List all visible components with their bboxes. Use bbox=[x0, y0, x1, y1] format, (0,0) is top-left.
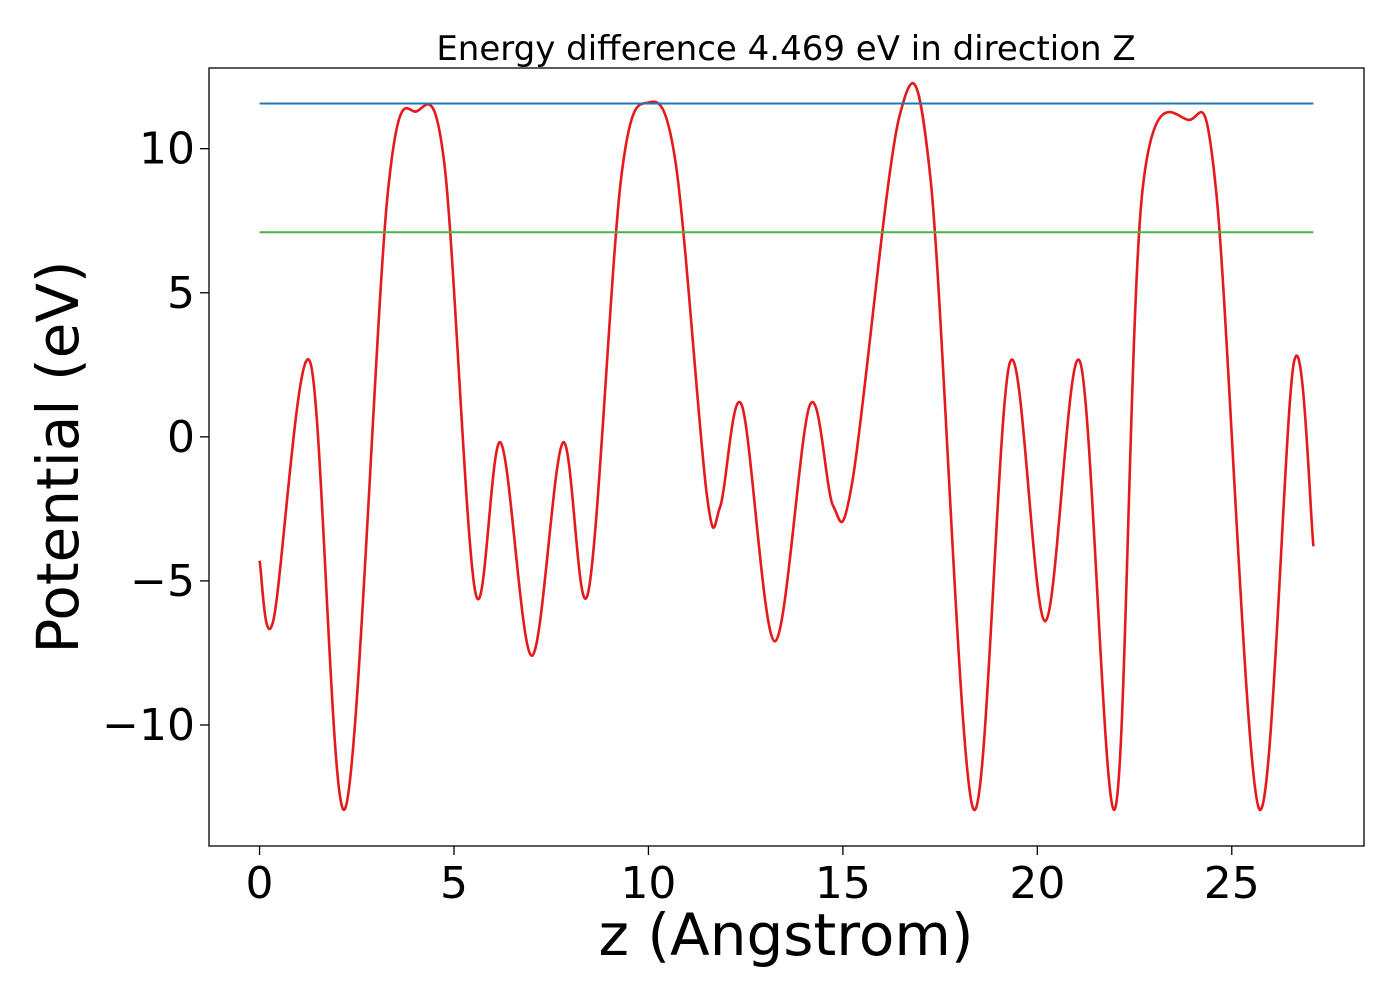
y-tick-label: −5 bbox=[130, 556, 195, 607]
x-tick-label: 0 bbox=[246, 858, 274, 909]
x-tick-label: 10 bbox=[620, 858, 676, 909]
y-axis: −10 −5 0 5 10 bbox=[102, 124, 209, 751]
y-tick-label: 0 bbox=[167, 412, 195, 463]
axes-frame bbox=[208, 67, 1365, 847]
x-tick-label: 25 bbox=[1204, 858, 1260, 909]
x-axis-label: z (Angstrom) bbox=[599, 901, 974, 969]
x-tick-label: 20 bbox=[1009, 858, 1065, 909]
y-axis-label: Potential (eV) bbox=[24, 260, 92, 653]
y-tick-label: 10 bbox=[139, 124, 195, 175]
x-tick-label: 15 bbox=[815, 858, 871, 909]
x-tick-label: 5 bbox=[440, 858, 468, 909]
plot-area bbox=[258, 82, 1315, 812]
chart-title: Energy difference 4.469 eV in direction … bbox=[436, 29, 1135, 69]
y-tick-label: −10 bbox=[102, 700, 195, 751]
x-axis: 0 5 10 15 20 25 bbox=[246, 846, 1260, 909]
y-tick-label: 5 bbox=[167, 268, 195, 319]
potential-curve bbox=[258, 82, 1315, 812]
